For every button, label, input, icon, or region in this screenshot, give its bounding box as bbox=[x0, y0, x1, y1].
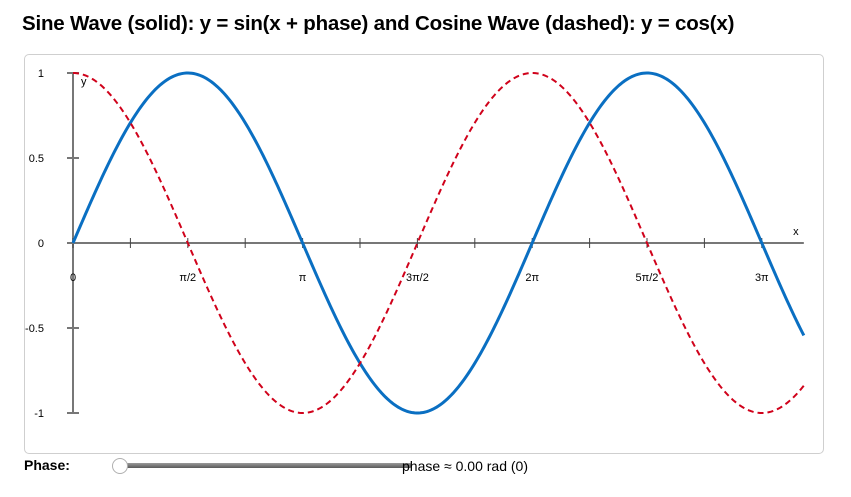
curves bbox=[71, 71, 806, 415]
x-axis-label: x bbox=[793, 226, 799, 238]
sine-curve bbox=[71, 71, 806, 415]
y-tick-label: 0.5 bbox=[29, 153, 44, 165]
x-tick-label: 2π bbox=[525, 272, 539, 284]
y-tick-label: -0.5 bbox=[25, 323, 44, 335]
phase-readout: phase ≈ 0.00 rad (0) bbox=[402, 458, 528, 474]
phase-label: Phase: bbox=[24, 457, 70, 473]
x-tick-label: 3π bbox=[755, 272, 769, 284]
y-tick-label: -1 bbox=[34, 408, 44, 420]
phase-slider-track[interactable] bbox=[120, 463, 412, 468]
cosine-curve bbox=[72, 72, 805, 415]
plot-frame bbox=[24, 54, 824, 454]
x-tick-label: 3π/2 bbox=[406, 272, 429, 284]
phase-slider-thumb[interactable] bbox=[112, 458, 128, 474]
x-tick-label: π/2 bbox=[179, 272, 196, 284]
chart-title: Sine Wave (solid): y = sin(x + phase) an… bbox=[22, 12, 735, 35]
x-tick-label: 0 bbox=[70, 272, 76, 284]
y-tick-label: 1 bbox=[38, 68, 44, 80]
axes bbox=[67, 72, 804, 414]
tick-labels: 0 π/2 π 3π/2 2π 5π/2 3π 1 0.5 0 -0.5 -1 x y bbox=[25, 68, 799, 420]
y-axis-label: y bbox=[81, 76, 87, 88]
x-tick-label: π bbox=[299, 272, 307, 284]
x-tick-label: 5π/2 bbox=[636, 272, 659, 284]
phase-slider[interactable] bbox=[112, 458, 414, 474]
phase-controls: Phase: phase ≈ 0.00 rad (0) bbox=[24, 456, 824, 476]
y-tick-label: 0 bbox=[38, 238, 44, 250]
